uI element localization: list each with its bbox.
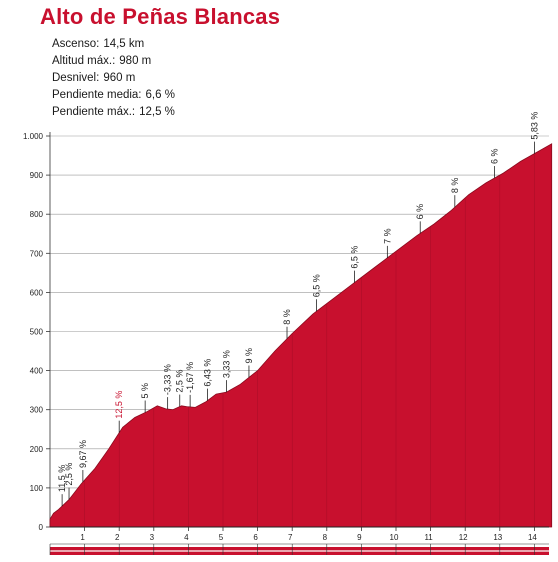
stat-label: Pendiente máx.:	[52, 106, 136, 118]
gradient-label: 5 %	[140, 383, 150, 399]
x-tick-label: 9	[357, 533, 362, 542]
profile-area	[49, 143, 553, 528]
stat-elevation-gain: Desnivel: 960 m	[52, 70, 175, 87]
stat-label: Ascenso:	[52, 38, 100, 50]
stat-label: Pendiente media:	[52, 89, 142, 101]
gradient-label: 6 %	[415, 204, 425, 220]
x-tick-label: 6	[253, 533, 258, 542]
gradient-label: 11,5 %	[57, 465, 67, 492]
stat-max-gradient: Pendiente máx.: 12,5 %	[52, 104, 175, 121]
gradient-label: 9,67 %	[78, 440, 88, 468]
stat-avg-gradient: Pendiente media: 6,6 %	[52, 87, 175, 104]
gradient-label: 2,5 %	[64, 463, 74, 486]
x-tick-label: 10	[390, 533, 399, 542]
y-tick-label: 100	[30, 484, 44, 493]
stat-value: 6,6 %	[145, 89, 175, 101]
x-tick-label: 13	[493, 533, 502, 542]
y-tick-label: 0	[39, 523, 44, 532]
stat-value: 14,5 km	[103, 38, 145, 50]
y-tick-label: 300	[30, 406, 44, 415]
x-tick-label: 7	[288, 533, 293, 542]
x-tick-label: 2	[115, 533, 120, 542]
y-tick-label: 600	[30, 288, 44, 297]
x-tick-label: 5	[219, 533, 224, 542]
gradient-label: 8 %	[282, 309, 292, 325]
gradient-label: 2,5 %	[175, 370, 185, 393]
climb-stats: Ascenso: 14,5 km Altitud máx.: 980 m Desni…	[52, 36, 175, 121]
gradient-label: 6,5 %	[311, 274, 321, 297]
stat-value: 980 m	[119, 55, 152, 67]
y-tick-label: 200	[30, 445, 44, 454]
stat-label: Altitud máx.:	[52, 55, 116, 67]
gradient-label: 7 %	[382, 228, 392, 244]
x-tick-label: 14	[528, 533, 537, 542]
x-tick-label: 11	[424, 533, 433, 542]
gradient-label: 9 %	[244, 348, 254, 364]
x-tick-label: 12	[459, 533, 468, 542]
gradient-label: 6,5 %	[349, 246, 359, 269]
gradient-label: -3,33 %	[163, 364, 173, 395]
y-tick-label: 1.000	[23, 132, 44, 141]
stat-label: Desnivel:	[52, 72, 100, 84]
x-tick-label: 8	[323, 533, 328, 542]
y-tick-label: 700	[30, 249, 44, 258]
gradient-label: 6 %	[490, 149, 500, 165]
stat-value: 960 m	[103, 72, 136, 84]
x-tick-label: 4	[184, 533, 189, 542]
gradient-label: 6,43 %	[202, 359, 212, 387]
x-tick-label: 1	[80, 533, 85, 542]
stat-ascent: Ascenso: 14,5 km	[52, 36, 175, 53]
gradient-label: -1,67 %	[185, 362, 195, 393]
stat-value: 12,5 %	[139, 106, 175, 118]
gradient-label: 5,83 %	[529, 112, 539, 140]
gradient-label: 12,5 %	[114, 391, 124, 419]
y-tick-label: 800	[30, 210, 44, 219]
gradient-label: 3,33 %	[221, 350, 231, 378]
x-tick-label: 3	[150, 533, 155, 542]
y-tick-label: 500	[30, 328, 44, 337]
stat-max-altitude: Altitud máx.: 980 m	[52, 53, 175, 70]
chart-title: Alto de Peñas Blancas	[40, 4, 281, 29]
y-tick-label: 900	[30, 171, 44, 180]
gradient-label: 8 %	[450, 178, 460, 194]
y-tick-label: 400	[30, 367, 44, 376]
